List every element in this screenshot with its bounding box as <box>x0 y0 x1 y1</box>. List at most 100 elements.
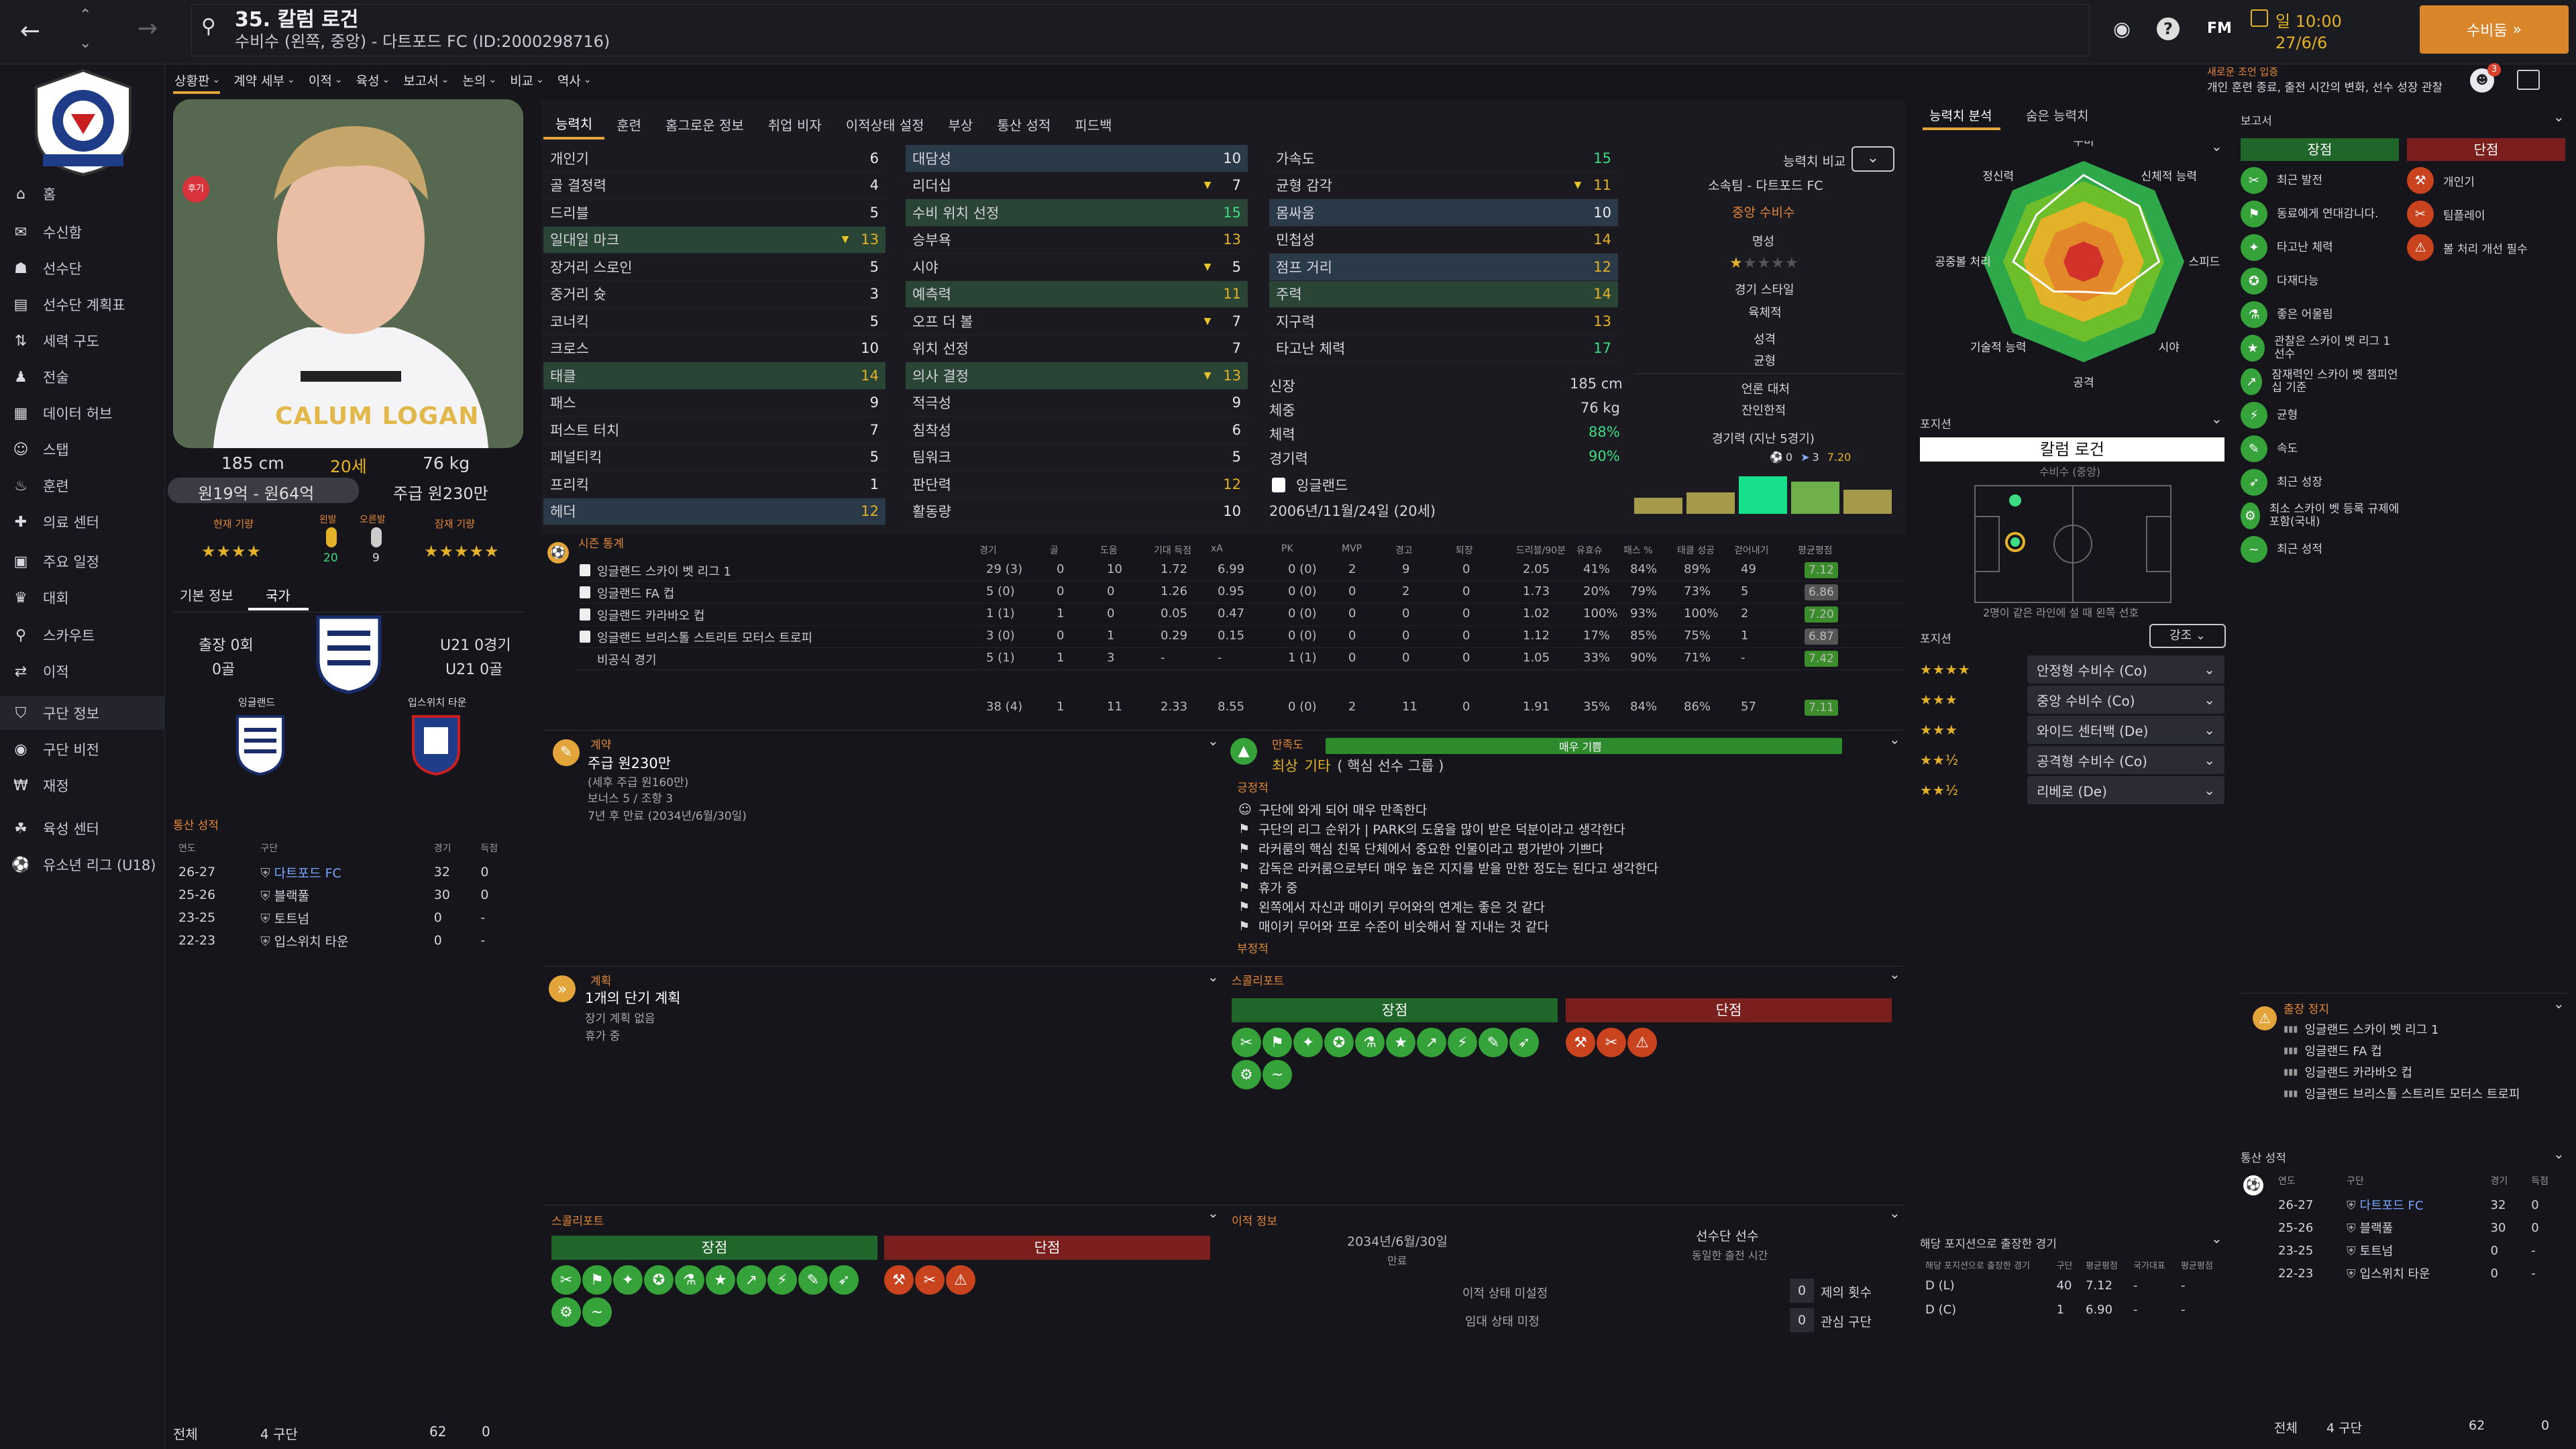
tab-nation[interactable]: 국가 <box>266 588 290 604</box>
role-row[interactable]: ★★★★ 안정형 수비수 (Co) ⌄ <box>1920 655 2224 684</box>
sidebar-item-6[interactable]: ▦ 데이터 허브 <box>0 396 165 430</box>
attribute-row[interactable]: 시야 ▼ 5 <box>906 254 1248 281</box>
roles-button[interactable]: 강조 ⌄ <box>2149 624 2226 648</box>
back-button[interactable]: ← <box>19 17 41 45</box>
weakness-trait-icon[interactable]: ⚒ <box>884 1265 914 1295</box>
role-dropdown[interactable]: 중앙 수비수 (Co) ⌄ <box>2027 686 2224 714</box>
attribute-row[interactable]: 활동량 10 <box>906 498 1248 525</box>
ability-chevron-icon[interactable]: ⌄ <box>2211 138 2222 154</box>
happiness-title[interactable]: 만족도 <box>1272 739 1303 752</box>
career-cell-text[interactable]: 토트넘 <box>2359 1244 2394 1258</box>
scout-mid-title[interactable]: 스콜리포트 <box>1232 975 1285 988</box>
attribute-row[interactable]: 승부욕 13 <box>906 227 1248 254</box>
happiness-chevron-icon[interactable]: ⌄ <box>1889 731 1900 747</box>
career-row[interactable]: 26-27 ⛨ 다트포드 FC 32 0 <box>2274 1194 2567 1216</box>
main-tab-2[interactable]: 홈그로운 정보 <box>665 117 744 133</box>
stats-row[interactable]: 잉글랜드 스카이 벳 리그 1 29 (3) 0 10 1.72 6.99 0 (0) 2 9 0… <box>577 559 1905 582</box>
report-weakness-item[interactable]: ⚒ 개인기 <box>2407 164 2568 197</box>
subtab-5[interactable]: 논의 ⌄ <box>462 71 496 89</box>
attribute-row[interactable]: 개인기 6 <box>543 145 885 172</box>
strength-trait-icon[interactable]: ✂ <box>551 1265 581 1295</box>
sidebar-item-5[interactable]: ♟ 전술 <box>0 360 165 394</box>
ability-tab-hidden[interactable]: 숨은 능력치 <box>2026 109 2089 123</box>
sidebar-item-15[interactable]: ◉ 구단 비전 <box>0 733 165 766</box>
attribute-row[interactable]: 크로스 10 <box>543 335 885 362</box>
strength-trait-icon[interactable]: ⚗ <box>1355 1028 1385 1057</box>
strength-trait-icon[interactable]: ~ <box>1263 1060 1292 1089</box>
youth-club-crest[interactable] <box>411 714 462 776</box>
notifications-icon[interactable]: ☻ <box>2470 68 2494 93</box>
career-cell-text[interactable]: 입스위치 타운 <box>274 934 349 949</box>
role-dropdown[interactable]: 와이드 센터백 (De) ⌄ <box>2027 716 2224 744</box>
stats-title[interactable]: 시즌 통계 <box>578 537 624 551</box>
sidebar-item-10[interactable]: ▣ 주요 일정 <box>0 545 165 578</box>
subtab-3[interactable]: 육성 ⌄ <box>356 71 390 89</box>
sidebar-item-1[interactable]: ✉ 수신함 <box>0 215 165 249</box>
notice-body[interactable]: 개인 훈련 종료, 출전 시간의 변화, 선수 성장 관찰 <box>2207 81 2443 95</box>
scout-mid-chevron-icon[interactable]: ⌄ <box>1889 966 1900 982</box>
forward-button[interactable]: → <box>138 15 158 42</box>
subtab-6[interactable]: 비교 ⌄ <box>510 71 544 89</box>
role-dropdown[interactable]: 리베로 (De) ⌄ <box>2027 776 2224 804</box>
attribute-row[interactable]: 중거리 슛 3 <box>543 281 885 308</box>
scout-bottom-title[interactable]: 스콜리포트 <box>551 1215 604 1228</box>
loan-status[interactable]: 임대 상태 미정 <box>1465 1315 1540 1329</box>
attribute-row[interactable]: 지구력 13 <box>1269 308 1618 335</box>
role-dropdown[interactable]: 안정형 수비수 (Co) ⌄ <box>2027 655 2224 684</box>
report-strength-item[interactable]: ✪ 다재다능 <box>2241 264 2402 298</box>
report-strength-item[interactable]: ★ 관찰은 스카이 벳 리그 1 선수 <box>2241 331 2402 365</box>
main-tab-0[interactable]: 능력치 <box>543 109 605 140</box>
played-chevron-icon[interactable]: ⌄ <box>2211 1230 2222 1246</box>
career-right-chevron-icon[interactable]: ⌄ <box>2553 1146 2565 1162</box>
subtab-0[interactable]: 상황판 ⌄ <box>174 71 220 89</box>
attribute-row[interactable]: 적극성 9 <box>906 390 1248 417</box>
sidebar-item-0[interactable]: ⌂ 홈 <box>0 177 165 211</box>
sidebar-item-12[interactable]: ⚲ 스카우트 <box>0 619 165 652</box>
attribute-row[interactable]: 위치 선정 7 <box>906 335 1248 362</box>
career-row[interactable]: 23-25 ⛨ 토트넘 0- <box>2274 1240 2567 1261</box>
career-row[interactable]: 22-23 ⛨ 입스위치 타운 0 - <box>2274 1263 2567 1284</box>
attribute-row[interactable]: 가속도 15 <box>1269 145 1618 172</box>
role-row[interactable]: ★★½ 공격형 수비수 (Co) ⌄ <box>1920 745 2224 775</box>
career-cell-text[interactable]: 다트포드 FC <box>2359 1199 2424 1213</box>
report-strength-item[interactable]: ✎ 속도 <box>2241 432 2402 466</box>
strength-trait-icon[interactable]: ⚙ <box>1232 1060 1261 1089</box>
attribute-row[interactable]: 주력 14 <box>1269 280 1618 308</box>
england-crest[interactable] <box>314 613 384 695</box>
sidebar-item-3[interactable]: ▤ 선수단 계획표 <box>0 288 165 321</box>
strength-trait-icon[interactable]: ⚑ <box>582 1265 612 1295</box>
strength-trait-icon[interactable]: ~ <box>582 1297 612 1327</box>
attribute-row[interactable]: 몸싸움 10 <box>1269 199 1618 227</box>
sidebar-item-16[interactable]: ₩ 재정 <box>0 769 165 802</box>
tab-basic-info[interactable]: 기본 정보 <box>180 588 233 604</box>
career-row[interactable]: 23-25 ⛨ 토트넘 0- <box>174 907 522 928</box>
career-cell-text[interactable]: 다트포드 FC <box>274 865 341 881</box>
plans-title[interactable]: 계획 <box>590 975 612 988</box>
main-tab-5[interactable]: 부상 <box>948 117 973 133</box>
plans-chevron-icon[interactable]: ⌄ <box>1208 969 1219 985</box>
contract-title[interactable]: 계약 <box>590 739 612 752</box>
contract-chevron-icon[interactable]: ⌄ <box>1208 733 1219 749</box>
attribute-row[interactable]: 대담성 10 <box>906 145 1248 172</box>
career-cell-text[interactable]: 토트넘 <box>274 911 310 926</box>
rivals-icon[interactable]: ◉ <box>2113 17 2131 41</box>
attribute-row[interactable]: 점프 거리 12 <box>1269 254 1618 281</box>
role-row[interactable]: ★★★ 와이드 센터백 (De) ⌄ <box>1920 715 2224 745</box>
report-strength-item[interactable]: ⚡ 균형 <box>2241 398 2402 432</box>
report-weakness-item[interactable]: ✂ 팀플레이 <box>2407 197 2568 231</box>
up-button[interactable]: ⌃ <box>79 7 92 23</box>
strength-trait-icon[interactable]: ✦ <box>1293 1028 1323 1057</box>
attribute-row[interactable]: 수비 위치 선정 15 <box>906 199 1248 227</box>
career-title[interactable]: 통산 성적 <box>173 819 219 833</box>
report-strength-item[interactable]: ⚑ 동료에게 연대감니다. <box>2241 197 2402 231</box>
attribute-row[interactable]: 패스 9 <box>543 390 885 417</box>
attribute-row[interactable]: 헤더 12 <box>543 498 885 525</box>
strength-trait-icon[interactable]: ⚡ <box>1448 1028 1477 1057</box>
player-tag[interactable]: 후기 <box>182 176 209 203</box>
main-tab-1[interactable]: 훈련 <box>616 117 642 133</box>
suspension-chevron-icon[interactable]: ⌄ <box>2553 996 2565 1012</box>
sidebar-item-18[interactable]: ⚽ 유소년 리그 (U18) <box>0 848 165 881</box>
down-button[interactable]: ⌄ <box>79 35 92 52</box>
sidebar-item-7[interactable]: ☺ 스탭 <box>0 433 165 466</box>
attribute-row[interactable]: 타고난 체력 17 <box>1269 335 1618 362</box>
